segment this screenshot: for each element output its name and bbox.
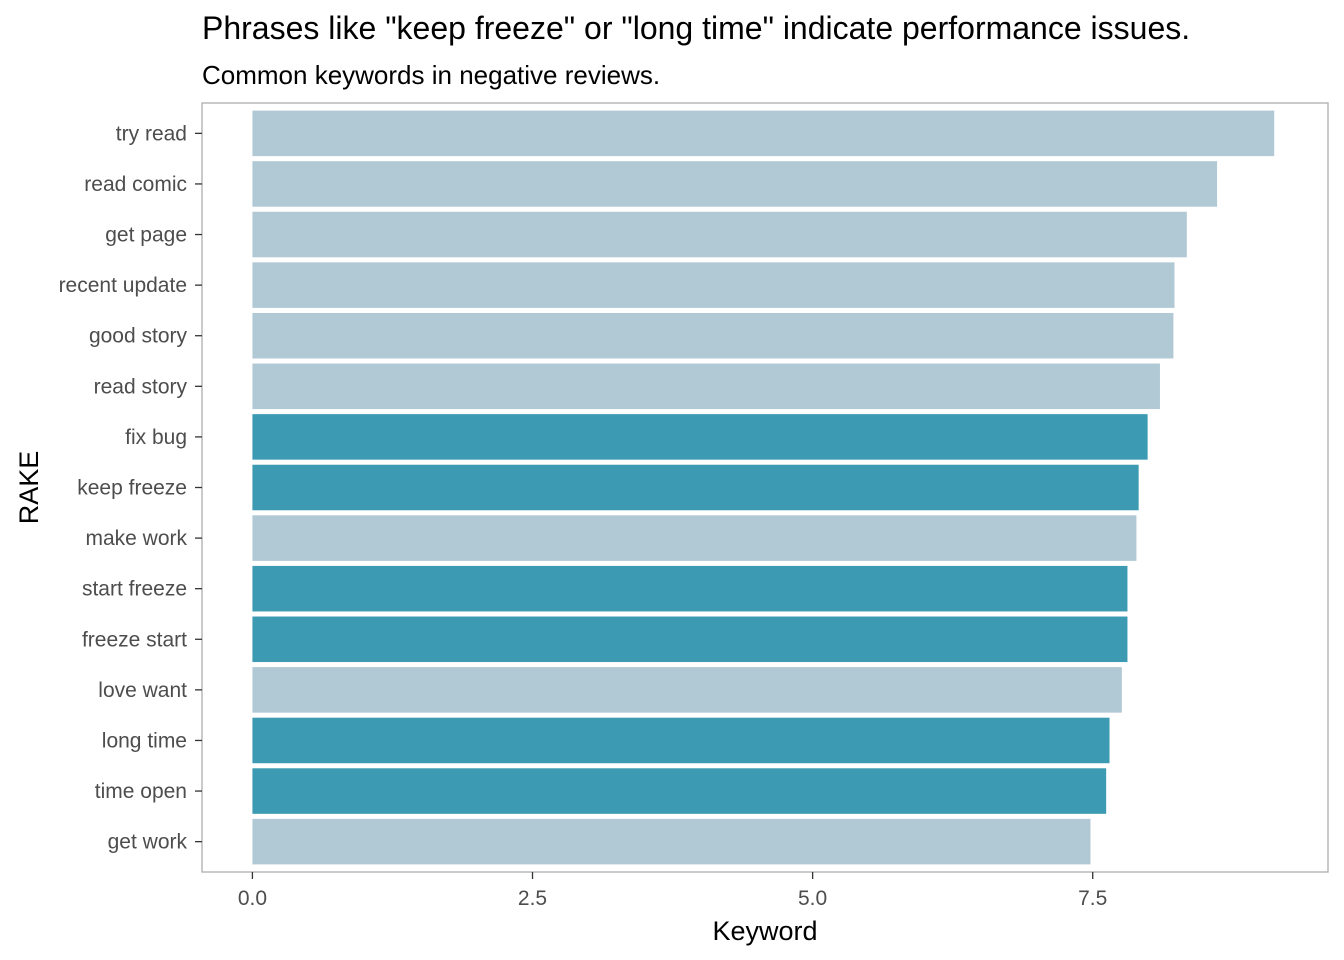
bar-fix-bug [252,414,1148,460]
bar-get-page [252,211,1187,258]
x-axis-title: Keyword [712,916,817,946]
bars-group [252,110,1275,865]
x-axis: 0.0 2.5 5.0 7.5 [238,872,1107,910]
bar-good-story [252,312,1174,359]
bar-keep-freeze [252,464,1139,511]
y-tick-label: long time [102,729,187,752]
bar-time-open [252,768,1107,814]
y-tick-label: freeze start [82,628,187,651]
chart-subtitle: Common keywords in negative reviews. [202,60,661,90]
x-tick-label: 2.5 [518,887,547,910]
x-tick-label: 5.0 [798,887,827,910]
bar-freeze-start [252,616,1128,663]
y-tick-label: love want [98,679,187,702]
bar-recent-update [252,262,1175,308]
y-tick-label: time open [95,780,187,803]
y-tick-label: get work [108,831,188,854]
y-tick-label: start freeze [82,578,187,601]
y-tick-label: try read [116,122,187,145]
bar-try-read [252,110,1275,157]
x-tick-label: 7.5 [1078,887,1107,910]
y-tick-label: get page [105,224,187,247]
bar-read-story [252,363,1160,410]
y-axis-title: RAKE [14,451,44,525]
bar-make-work [252,515,1137,561]
y-axis: try read read comic get page recent update g… [59,122,202,854]
bar-read-comic [252,161,1218,207]
y-tick-label: good story [89,325,188,348]
y-tick-label: fix bug [125,426,187,449]
bar-get-work [252,818,1091,865]
bar-start-freeze [252,565,1128,612]
chart-title: Phrases like "keep freeze" or "long time… [202,10,1191,46]
y-tick-label: make work [85,527,187,550]
bar-love-want [252,667,1122,713]
bar-long-time [252,717,1110,764]
y-tick-label: recent update [59,274,187,297]
y-tick-label: read story [94,375,188,398]
y-tick-label: keep freeze [77,477,187,500]
y-tick-label: read comic [84,173,187,196]
x-tick-label: 0.0 [238,887,267,910]
